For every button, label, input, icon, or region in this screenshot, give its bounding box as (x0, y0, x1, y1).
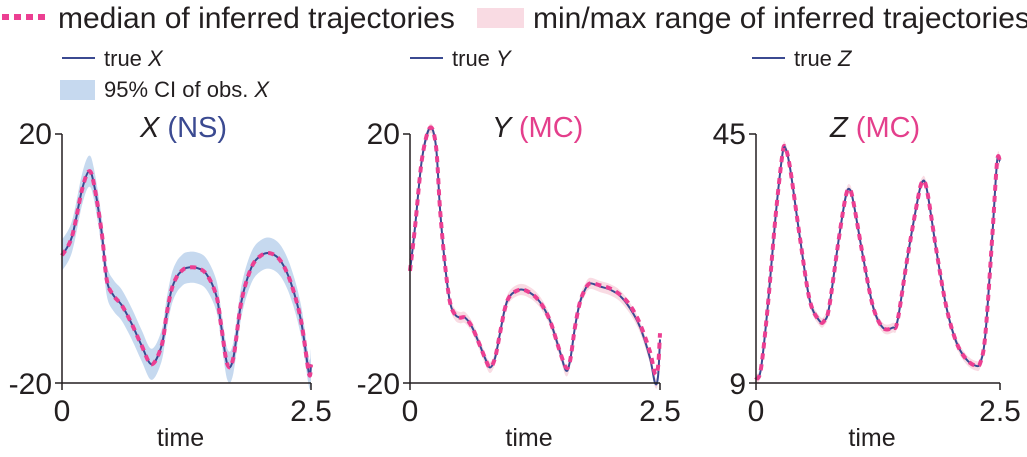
true-legend-text: true (452, 46, 496, 71)
panel-legend: true X95% CI of obs. X (60, 46, 270, 102)
x-tick-label-left: 0 (402, 395, 419, 428)
panel-title-var: X (139, 112, 167, 144)
panel-title: Y (MC) (492, 112, 583, 144)
y-tick-label-top: 20 (19, 118, 52, 151)
x-axis-label: time (848, 424, 895, 452)
ci-legend-var: X (253, 77, 270, 102)
true-legend-text: true (104, 46, 148, 71)
panel-title-var: Y (492, 112, 519, 144)
ci-legend-label: 95% CI of obs. X (104, 77, 270, 102)
panel-x: true X95% CI of obs. XX (NS)20-200 2.5tim… (9, 46, 332, 452)
panel-title-var: Z (829, 112, 856, 144)
ci-legend-text: 95% CI of obs. (104, 77, 254, 102)
true-series-line (409, 126, 661, 386)
panel-title-tag: (MC) (519, 112, 583, 144)
true-legend-label: true X (104, 46, 164, 71)
y-tick-label-top: 45 (713, 118, 746, 151)
range-legend-label: min/max range of inferred trajectories (533, 2, 1027, 35)
y-tick-label-top: 20 (367, 118, 400, 151)
true-legend-var: X (147, 46, 164, 71)
panel-title: Z (MC) (829, 112, 920, 144)
x-axis-label: time (157, 424, 204, 452)
x-tick-label-right: 2.5 (639, 395, 681, 428)
x-tick-label-right: 2.5 (290, 395, 332, 428)
x-tick-label-left: 0 (54, 395, 71, 428)
ci-legend-swatch (60, 80, 95, 100)
median-series-line (60, 169, 313, 378)
true-legend-text: true (794, 46, 838, 71)
y-tick-label-bottom: -20 (9, 368, 52, 401)
median-legend-label: median of inferred trajectories (58, 2, 455, 35)
true-series-line (755, 144, 1001, 381)
panel-title-tag: (MC) (856, 112, 920, 144)
range-band (410, 123, 660, 389)
y-tick-label-bottom: 9 (729, 368, 746, 401)
panel-legend: true Y (410, 46, 512, 71)
true-legend-var: Z (837, 46, 853, 71)
ci-band (62, 155, 311, 390)
panel-legend: true Z (752, 46, 853, 71)
median-series-line (754, 143, 1002, 381)
median-series-line (408, 125, 662, 377)
panel-title: X (NS) (139, 112, 227, 144)
x-tick-label-left: 0 (748, 395, 765, 428)
x-tick-label-right: 2.5 (979, 395, 1021, 428)
x-axis-label: time (505, 424, 552, 452)
true-legend-label: true Z (794, 46, 853, 71)
true-legend-label: true Y (452, 46, 512, 71)
y-tick-label-bottom: -20 (357, 368, 400, 401)
panels: true X95% CI of obs. XX (NS)20-200 2.5tim… (9, 46, 1021, 452)
panel-title-tag: (NS) (167, 112, 227, 144)
top-legend: median of inferred trajectories min/max … (2, 2, 1027, 35)
range-legend-swatch (477, 8, 524, 28)
true-legend-var: Y (496, 46, 512, 71)
